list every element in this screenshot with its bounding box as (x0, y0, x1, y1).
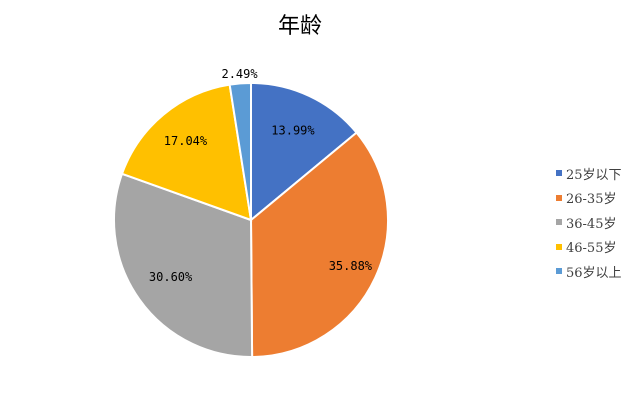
legend-item: 25岁以下 (556, 161, 622, 186)
legend-item: 56岁以上 (556, 259, 622, 284)
data-label: 13.99% (271, 124, 315, 138)
pie-slice (250, 81, 358, 223)
pie-slice (113, 172, 254, 358)
legend-label: 26-35岁 (566, 192, 617, 208)
chart-title: 年龄 (277, 14, 322, 39)
legend: 25岁以下 26-35岁 36-45岁 46-55岁 56岁以上 (556, 161, 622, 284)
legend-label: 36-45岁 (566, 216, 617, 232)
legend-swatch (556, 194, 562, 201)
legend-item: 36-45岁 (556, 210, 622, 235)
data-label: 2.49% (221, 67, 258, 81)
legend-swatch (556, 170, 562, 177)
data-label: 35.88% (329, 259, 373, 273)
legend-swatch (556, 219, 562, 226)
legend-item: 26-35岁 (556, 186, 622, 211)
pie-slice (228, 81, 252, 221)
legend-label: 46-55岁 (566, 241, 617, 257)
legend-label: 25岁以下 (566, 167, 622, 183)
pie-slice (249, 131, 389, 359)
legend-item: 46-55岁 (556, 235, 622, 260)
legend-swatch (556, 243, 562, 250)
data-label: 17.04% (164, 134, 208, 148)
data-label: 30.60% (149, 270, 193, 284)
legend-swatch (556, 268, 562, 275)
legend-label: 56岁以上 (566, 265, 622, 281)
pie-slice (120, 83, 253, 222)
